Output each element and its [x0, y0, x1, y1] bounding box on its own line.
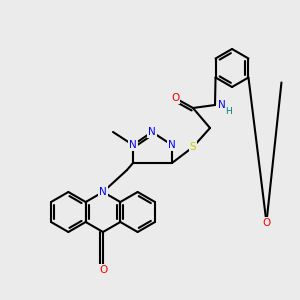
Text: S: S	[190, 142, 196, 152]
Text: O: O	[171, 93, 179, 103]
Text: O: O	[99, 265, 107, 275]
Text: H: H	[226, 107, 232, 116]
Text: N: N	[218, 100, 226, 110]
Text: N: N	[168, 140, 176, 150]
Text: N: N	[129, 140, 137, 150]
Text: N: N	[148, 127, 156, 137]
Text: O: O	[262, 218, 271, 227]
Text: N: N	[99, 187, 107, 197]
